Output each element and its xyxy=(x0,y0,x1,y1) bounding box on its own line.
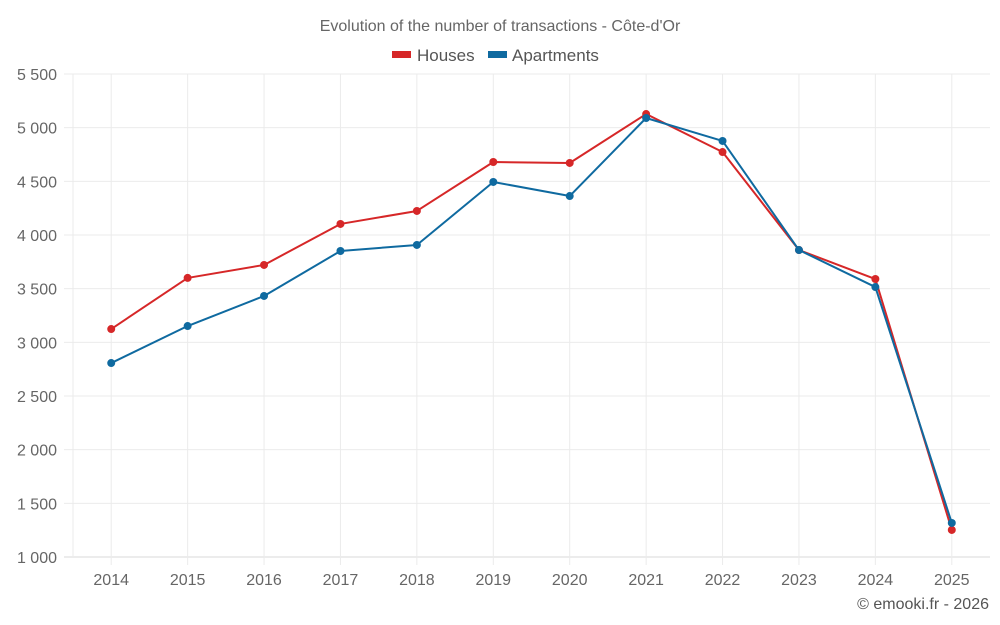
series-layer xyxy=(107,110,956,534)
data-point xyxy=(871,283,880,292)
data-point xyxy=(107,325,116,334)
data-point xyxy=(336,219,345,228)
data-point xyxy=(947,525,956,534)
x-tick-label: 2022 xyxy=(705,572,741,589)
data-point xyxy=(336,246,345,255)
chart-title: Evolution of the number of transactions … xyxy=(320,18,681,35)
x-tick-label: 2019 xyxy=(475,572,511,589)
data-point xyxy=(183,322,192,331)
x-tick-label: 2020 xyxy=(552,572,588,589)
x-tick-label: 2018 xyxy=(399,572,435,589)
data-point xyxy=(489,177,498,186)
y-tick-label: 4 500 xyxy=(17,174,57,191)
y-tick-label: 5 500 xyxy=(17,67,57,84)
x-tick-label: 2021 xyxy=(628,572,664,589)
gridlines xyxy=(64,73,990,565)
y-axis: 1 000 1 500 2 000 2 500 3 000 3 500 4 000 4 500… xyxy=(17,67,57,567)
x-axis: 2014 2015 2016 2017 2018 2019 2020 2021 2022 2023… xyxy=(93,572,969,589)
x-tick-label: 2025 xyxy=(934,572,970,589)
series-apartments xyxy=(107,114,956,527)
y-tick-label: 3 000 xyxy=(17,335,57,352)
y-tick-label: 4 000 xyxy=(17,228,57,245)
x-tick-label: 2023 xyxy=(781,572,817,589)
series-line xyxy=(110,113,953,531)
credit-text: © emooki.fr - 2026 xyxy=(857,596,989,613)
x-tick-label: 2017 xyxy=(323,572,359,589)
x-tick-label: 2014 xyxy=(93,572,129,589)
data-point xyxy=(412,240,421,249)
data-point xyxy=(947,518,956,527)
legend-swatch xyxy=(392,51,411,58)
y-tick-label: 5 000 xyxy=(17,121,57,138)
legend: Houses Apartments xyxy=(392,46,599,65)
legend-item-apartments: Apartments xyxy=(488,46,599,65)
data-point xyxy=(412,206,421,215)
data-point xyxy=(489,158,498,167)
legend-swatch xyxy=(488,51,507,58)
data-point xyxy=(642,114,651,123)
data-point xyxy=(565,192,574,201)
y-tick-label: 3 500 xyxy=(17,282,57,299)
data-point xyxy=(718,136,727,145)
x-tick-label: 2015 xyxy=(170,572,206,589)
data-point xyxy=(718,148,727,157)
y-tick-label: 2 000 xyxy=(17,443,57,460)
x-tick-label: 2016 xyxy=(246,572,282,589)
legend-label: Apartments xyxy=(512,46,599,65)
y-tick-label: 1 000 xyxy=(17,550,57,567)
data-point xyxy=(107,359,116,368)
series-line xyxy=(110,117,953,524)
y-tick-label: 2 500 xyxy=(17,389,57,406)
x-tick-label: 2024 xyxy=(858,572,894,589)
data-point xyxy=(183,273,192,282)
legend-label: Houses xyxy=(417,46,475,65)
data-point xyxy=(260,291,269,300)
data-point xyxy=(565,158,574,167)
data-point xyxy=(260,260,269,269)
data-point xyxy=(871,275,880,284)
y-tick-label: 1 500 xyxy=(17,496,57,513)
data-point xyxy=(794,246,803,255)
legend-item-houses: Houses xyxy=(392,46,475,65)
series-houses xyxy=(107,110,956,534)
